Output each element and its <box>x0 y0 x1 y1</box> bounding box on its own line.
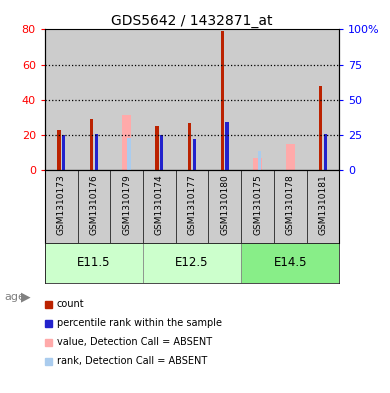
Bar <box>285 143 295 170</box>
Bar <box>156 126 159 170</box>
Text: E11.5: E11.5 <box>77 256 111 269</box>
Bar <box>319 86 322 170</box>
Bar <box>45 243 143 283</box>
Bar <box>57 130 60 170</box>
Bar <box>62 135 65 170</box>
Text: E14.5: E14.5 <box>273 256 307 269</box>
Bar <box>208 29 241 170</box>
Text: GSM1310181: GSM1310181 <box>319 174 328 235</box>
Bar <box>225 122 229 170</box>
Title: GDS5642 / 1432871_at: GDS5642 / 1432871_at <box>111 15 273 28</box>
Text: value, Detection Call = ABSENT: value, Detection Call = ABSENT <box>57 337 212 347</box>
Text: percentile rank within the sample: percentile rank within the sample <box>57 318 222 328</box>
Text: age: age <box>4 292 25 302</box>
Bar <box>110 29 143 170</box>
Text: GSM1310177: GSM1310177 <box>188 174 197 235</box>
Bar <box>78 29 110 170</box>
Bar <box>221 31 224 170</box>
Text: rank, Detection Call = ABSENT: rank, Detection Call = ABSENT <box>57 356 207 366</box>
Bar <box>253 158 262 170</box>
Text: GSM1310176: GSM1310176 <box>89 174 98 235</box>
Bar <box>143 243 241 283</box>
Text: GSM1310173: GSM1310173 <box>57 174 66 235</box>
Bar <box>176 29 208 170</box>
Text: ▶: ▶ <box>21 290 31 303</box>
Bar <box>241 243 339 283</box>
Text: GSM1310175: GSM1310175 <box>253 174 262 235</box>
Bar <box>241 29 274 170</box>
Bar <box>258 151 261 170</box>
Text: count: count <box>57 299 84 309</box>
Text: GSM1310180: GSM1310180 <box>220 174 229 235</box>
Bar <box>193 139 196 170</box>
Bar <box>143 29 176 170</box>
Text: GSM1310174: GSM1310174 <box>155 174 164 235</box>
Text: GSM1310178: GSM1310178 <box>286 174 295 235</box>
Bar <box>45 29 78 170</box>
Bar <box>122 116 131 170</box>
Bar <box>127 138 131 170</box>
Bar <box>90 119 93 170</box>
Bar <box>160 135 163 170</box>
Bar <box>188 123 191 170</box>
Bar <box>324 134 327 170</box>
Text: E12.5: E12.5 <box>176 256 209 269</box>
Bar <box>307 29 339 170</box>
Bar <box>274 29 307 170</box>
Text: GSM1310179: GSM1310179 <box>122 174 131 235</box>
Bar <box>95 134 98 170</box>
